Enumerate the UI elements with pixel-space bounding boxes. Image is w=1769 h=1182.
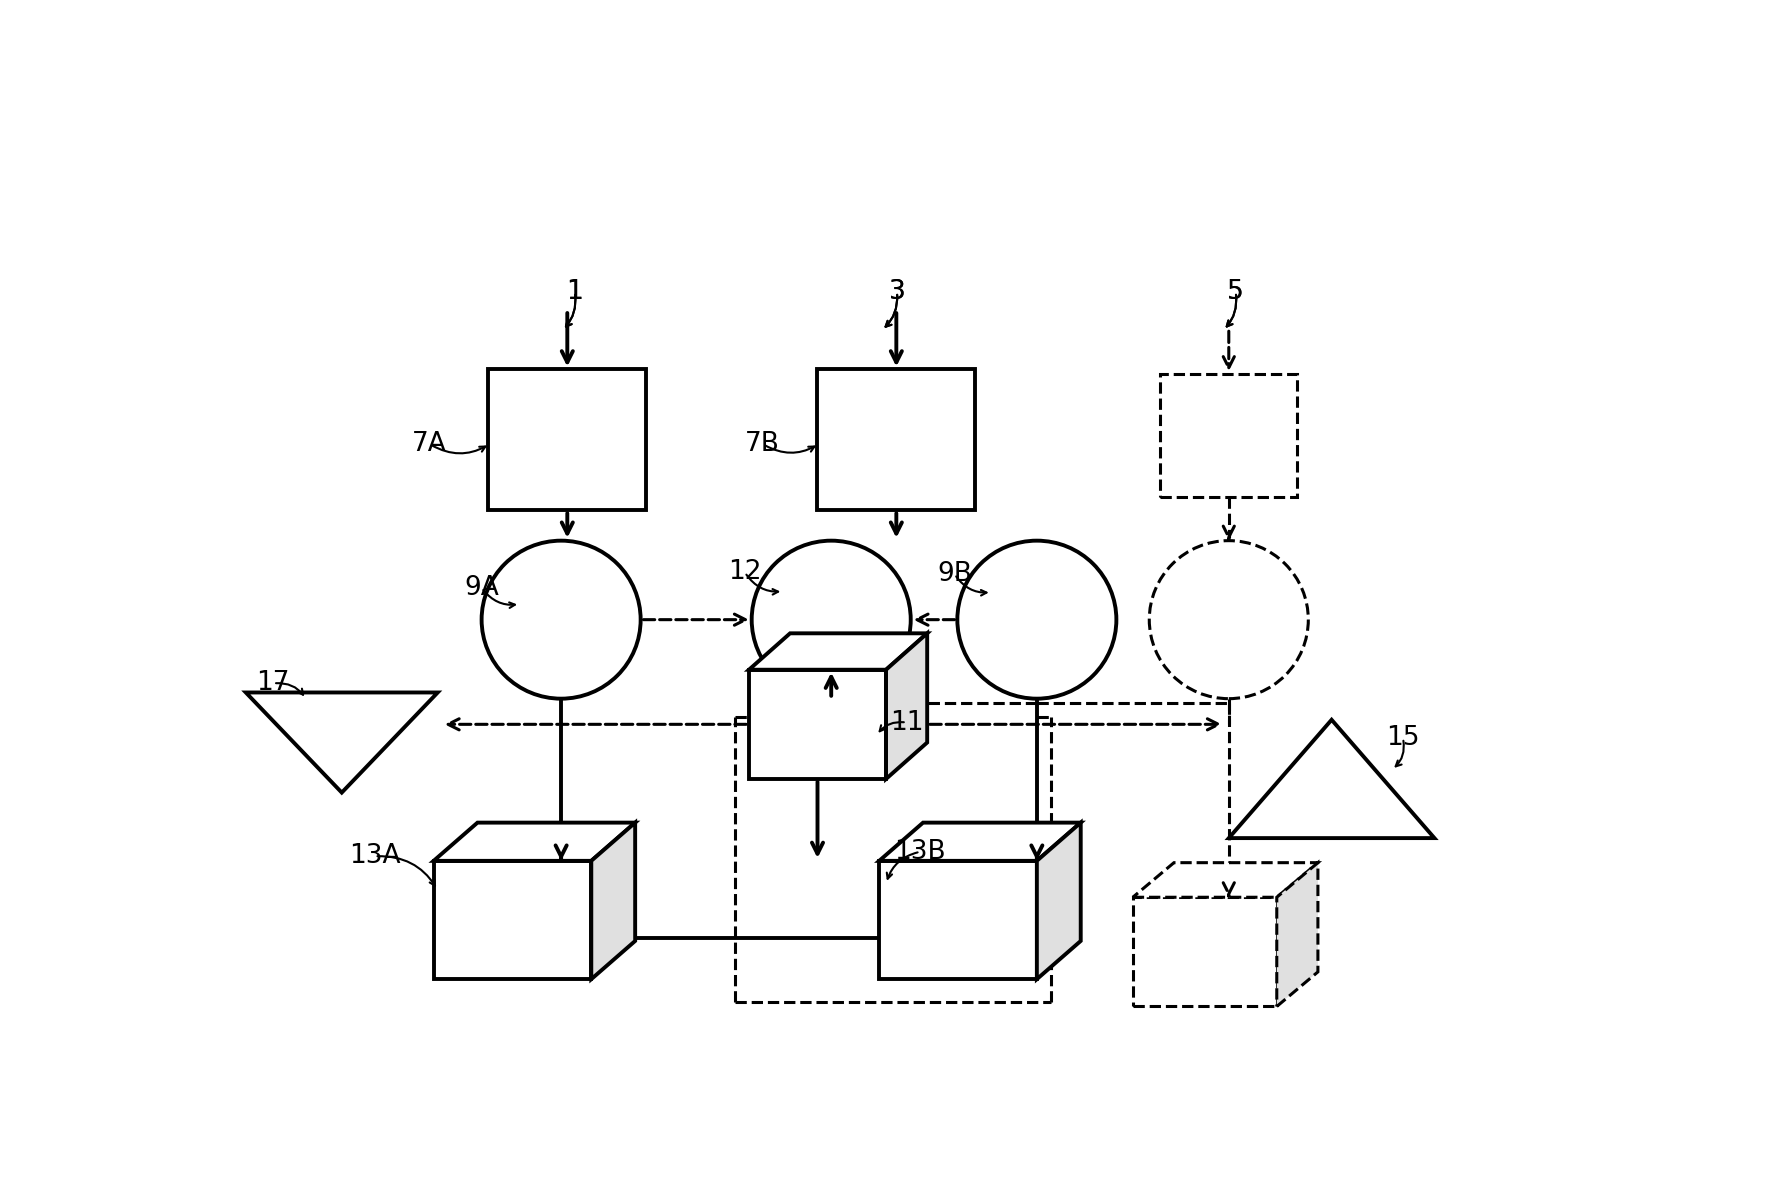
Text: 15: 15 [1387,725,1421,751]
Bar [488,369,646,511]
Ellipse shape [752,540,911,699]
Polygon shape [433,860,591,979]
Text: 11: 11 [890,709,923,735]
Polygon shape [748,670,886,779]
Polygon shape [879,823,1081,860]
Text: 1: 1 [566,279,584,305]
Text: 17: 17 [257,670,290,696]
Polygon shape [433,823,635,860]
Text: 13A: 13A [348,843,400,869]
Text: 13B: 13B [895,839,946,865]
Polygon shape [1132,897,1277,1007]
Text: 7B: 7B [745,431,780,457]
Polygon shape [1037,823,1081,979]
Text: 3: 3 [888,279,906,305]
Polygon shape [246,693,437,793]
Text: 7A: 7A [412,431,448,457]
Ellipse shape [481,540,640,699]
Text: 9B: 9B [938,561,971,587]
Text: 5: 5 [1228,279,1244,305]
Text: 9A: 9A [463,574,499,600]
Text: 12: 12 [729,559,762,585]
Text: 5: 5 [1228,279,1244,305]
Text: 1: 1 [566,279,584,305]
Bar [1160,374,1297,496]
Polygon shape [1132,863,1318,897]
Polygon shape [591,823,635,979]
Polygon shape [748,634,927,670]
Ellipse shape [957,540,1116,699]
Polygon shape [1229,720,1435,838]
Polygon shape [886,634,927,779]
Polygon shape [879,860,1037,979]
Text: 3: 3 [888,279,906,305]
Bar [817,369,975,511]
Polygon shape [1277,863,1318,1007]
Ellipse shape [1150,540,1309,699]
